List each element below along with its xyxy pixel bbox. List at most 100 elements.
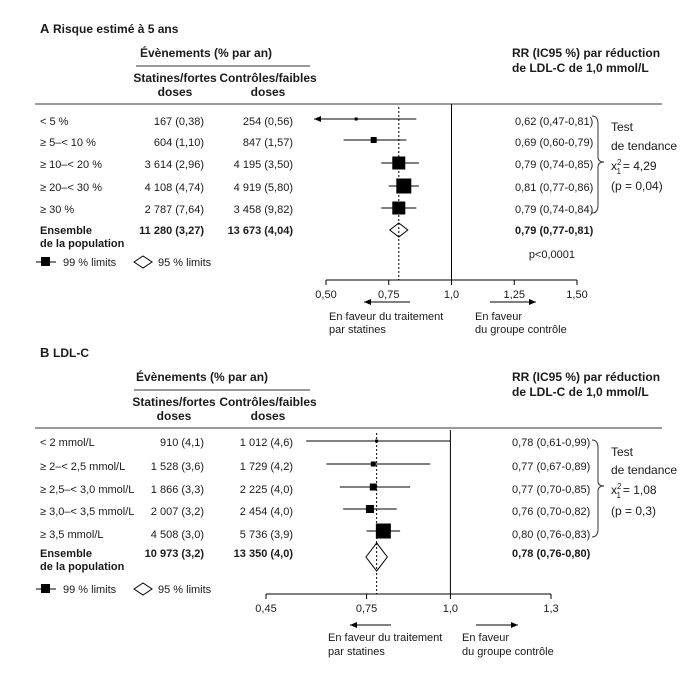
panel-a-trend-brace: [591, 115, 605, 214]
panel-b-events-header: Évènements (% par an): [136, 369, 268, 384]
row-rr-ci: 0,79 (0,74-0,84): [515, 204, 593, 216]
legend-ci95-label: 95 % limits: [158, 257, 212, 269]
panel-a-total-label-2: de la population: [40, 238, 125, 250]
panel-a-estimate-box: [354, 117, 358, 121]
row-control-events: 254 (0,56): [243, 116, 293, 128]
panel-b-trend-brace: [591, 439, 605, 538]
panel-a-favour-statin-arrowhead: [364, 299, 371, 305]
row-rr-ci: 0,77 (0,67-0,89): [512, 461, 590, 473]
panel-a-rr-header: RR (IC95 %) par réduction: [512, 46, 660, 60]
panel-a-favour-statin-2: par statines: [329, 324, 386, 336]
panel-a-col2-header: Contrôles/faibles: [219, 71, 317, 85]
panel-a-estimate-box: [396, 178, 412, 194]
x-tick-label: 0,75: [378, 289, 399, 301]
panel-b-favour-control-2: du groupe contrôle: [462, 646, 554, 658]
row-rr-ci: 0,79 (0,74-0,85): [515, 159, 593, 171]
row-statin-events: 2 787 (7,64): [145, 204, 204, 216]
row-label: ≥ 2,5–< 3,0 mmol/L: [40, 484, 134, 496]
panel-b-favour-control-arrowhead: [511, 622, 518, 628]
panel-a-trend-title-2: de tendance: [611, 139, 677, 153]
row-label: < 5 %: [40, 116, 69, 128]
row-label: ≥ 20–< 30 %: [40, 182, 102, 194]
panel-a-rr-header-2: de LDL-C de 1,0 mmol/L: [512, 61, 649, 75]
row-control-events: 5 736 (3,9): [240, 529, 293, 541]
legend-ci95-diamond: [133, 255, 153, 269]
panel-b-col1-header: Statines/fortes: [132, 395, 216, 409]
panel-a-plot: 0,50 0,75 1,0 1,25 1,50: [314, 104, 588, 301]
panel-b-trend-chi: x2 1 = 1,08: [611, 482, 657, 500]
x-tick-label: 1,3: [543, 603, 558, 615]
panel-b-estimate-box: [375, 439, 379, 443]
x-tick-label: 1,0: [443, 603, 458, 615]
panel-b-col2-header: Contrôles/faibles: [219, 395, 317, 409]
row-rr-ci: 0,76 (0,70-0,82): [512, 506, 590, 518]
panel-b-favour-statin: En faveur du traitement: [328, 632, 442, 644]
legend-b-ci95-diamond: [133, 582, 153, 596]
panel-b-estimate-box: [375, 523, 391, 539]
row-label: ≥ 3,0–< 3,5 mmol/L: [40, 506, 134, 518]
panel-a-total-control: 13 673 (4,04): [228, 225, 294, 237]
panel-b-col2-header-2: doses: [251, 409, 286, 423]
row-statin-events: 1 866 (3,3): [151, 484, 204, 496]
row-label: ≥ 10–< 20 %: [40, 159, 102, 171]
panel-b-favour-statin-2: par statines: [328, 646, 385, 658]
panel-b-rows: < 2 mmol/L 910 (4,1) 1 012 (4,6) 0,78 (0,61…: [40, 437, 590, 541]
panel-b-plot: 0,45 0,75 1,0 1,3: [255, 430, 559, 615]
row-control-events: 4 195 (3,50): [234, 159, 293, 171]
panel-a-trend-title: Test: [611, 120, 634, 134]
x-tick-label: 0,75: [356, 603, 377, 615]
row-label: < 2 mmol/L: [40, 437, 95, 449]
panel-a-events-header: Évènements (% par an): [140, 45, 272, 60]
panel-b-letter: B: [40, 345, 49, 360]
panel-a-estimate-box: [392, 156, 406, 170]
panel-a-col1-header: Statines/fortes: [133, 71, 217, 85]
panel-a-title: Risque estimé à 5 ans: [53, 22, 179, 36]
x-tick-label: 1,0: [444, 289, 459, 301]
panel-b-estimate-box: [369, 483, 377, 491]
panel-b-favour-statin-arrowhead: [350, 622, 357, 628]
panel-a-estimate-box: [392, 201, 406, 215]
panel-a-favour-control-2: du groupe contrôle: [475, 324, 567, 336]
row-statin-events: 910 (4,1): [160, 437, 204, 449]
panel-a-total-rr: 0,79 (0,77-0,81): [515, 225, 594, 237]
panel-a-trend-chi: x2 1 = 4,29: [611, 158, 657, 176]
row-rr-ci: 0,81 (0,77-0,86): [515, 182, 593, 194]
row-control-events: 847 (1,57): [243, 137, 293, 149]
row-rr-ci: 0,78 (0,61-0,99): [512, 437, 590, 449]
row-label: ≥ 2–< 2,5 mmol/L: [40, 461, 125, 473]
panel-b-rr-header-2: de LDL-C de 1,0 mmol/L: [512, 385, 649, 399]
row-statin-events: 1 528 (3,6): [151, 461, 204, 473]
panel-a-total-statin: 11 280 (3,27): [139, 225, 204, 237]
panel-a-pooled-diamond: [388, 222, 409, 238]
panel-a-favour-control: En faveur: [475, 311, 522, 323]
panel-a-favour-statin: En faveur du traitement: [329, 311, 443, 323]
panel-b-estimate-box: [365, 505, 374, 513]
legend-b-ci95-label: 95 % limits: [158, 584, 212, 596]
x-tick-label: 0,50: [315, 289, 336, 301]
panel-a-ci-arrow: [314, 116, 321, 122]
row-control-events: 1 729 (4,2): [240, 461, 293, 473]
row-control-events: 2 225 (4,0): [240, 484, 293, 496]
panel-a-favour-control-arrowhead: [529, 299, 536, 305]
legend-b-ci99-box: [41, 584, 50, 593]
panel-b-col1-header-2: doses: [157, 409, 192, 423]
panel-b-rr-header: RR (IC95 %) par réduction: [512, 370, 660, 384]
row-statin-events: 604 (1,10): [154, 137, 204, 149]
panel-b-trend-title-2: de tendance: [611, 463, 677, 477]
row-statin-events: 4 108 (4,74): [145, 182, 204, 194]
panel-b-total-label: Ensemble: [40, 548, 92, 560]
panel-a-col2-header-2: doses: [251, 85, 286, 99]
panel-a-pvalue: p<0,0001: [529, 249, 575, 261]
row-control-events: 3 458 (9,82): [234, 204, 293, 216]
x-tick-label: 1,25: [504, 289, 525, 301]
panel-b-total-label-2: de la population: [40, 561, 125, 573]
panel-b-total-statin: 10 973 (3,2): [145, 548, 205, 560]
panel-a-estimate-box: [370, 137, 377, 143]
row-rr-ci: 0,77 (0,70-0,85): [512, 484, 590, 496]
x-tick-label: 0,45: [255, 603, 276, 615]
row-label: ≥ 3,5 mmol/L: [40, 529, 104, 541]
row-label: ≥ 30 %: [40, 204, 74, 216]
panel-b-trend-title: Test: [611, 445, 634, 459]
panel-b-total-rr: 0,78 (0,76-0,80): [512, 548, 591, 560]
